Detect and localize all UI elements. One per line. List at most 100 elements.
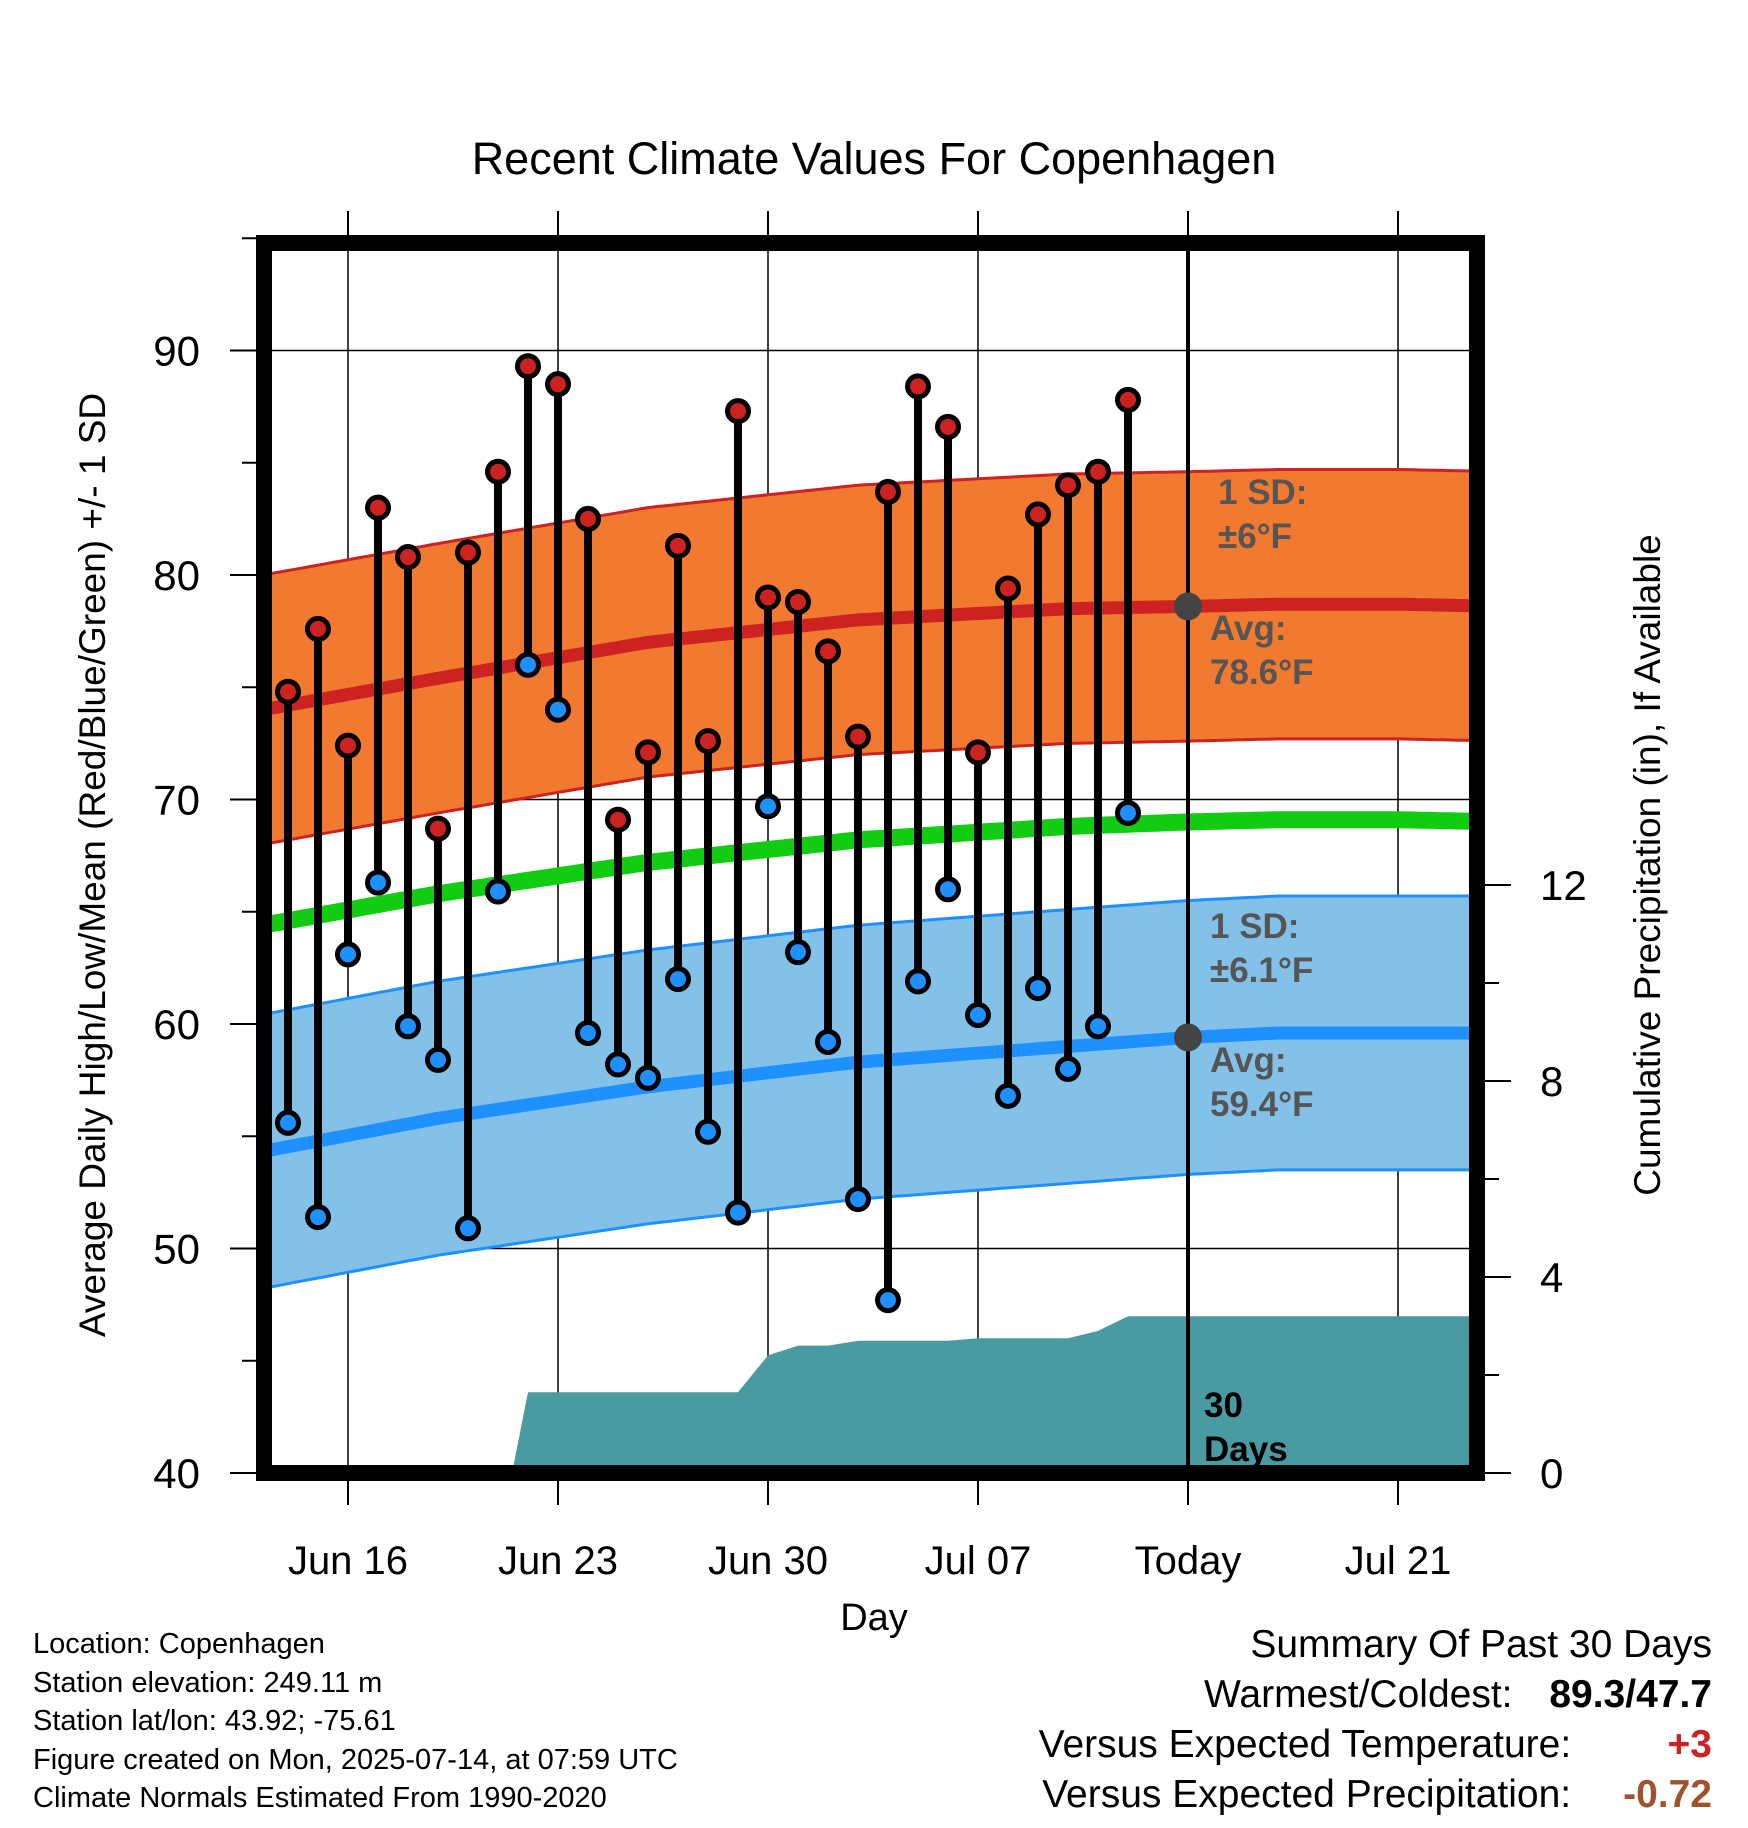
daily-low-point: [665, 966, 691, 993]
summary-heading: Summary Of Past 30 Days: [1250, 1623, 1712, 1666]
y-axis-right: 0 4 8 12: [1485, 862, 1587, 1497]
daily-high-point: [305, 615, 331, 642]
x-tick-label: Jun 30: [708, 1539, 828, 1583]
warmest-value: 89.3/47.7: [1549, 1673, 1712, 1716]
daily-low-point: [995, 1082, 1021, 1109]
grid-lines: [264, 243, 1477, 1473]
low-avg-value: 59.4°F: [1210, 1085, 1314, 1124]
daily-low-point: [1055, 1055, 1081, 1082]
temp-value: +3: [1667, 1723, 1712, 1766]
station-info: Location: Copenhagen Station elevation: …: [33, 1625, 678, 1818]
daily-low-point: [395, 1013, 421, 1040]
daily-high-point: [1055, 472, 1081, 499]
plot-content: 1 SD: ±6°F Avg: 78.6°F 1 SD: ±6.1°F Avg: 59.4°F…: [264, 243, 1477, 1473]
daily-high-point: [335, 732, 361, 759]
latlon-text: Station lat/lon: 43.92; -75.61: [33, 1705, 396, 1737]
daily-low-point: [965, 1002, 991, 1029]
precip-area: [264, 1316, 1477, 1473]
summary-temp-row: Versus Expected Temperature: +3: [1039, 1720, 1712, 1770]
location-text: Location: Copenhagen: [33, 1628, 325, 1660]
chart-title: Recent Climate Values For Copenhagen: [472, 133, 1277, 184]
daily-low-point: [1085, 1013, 1111, 1040]
daily-low-point: [725, 1199, 751, 1226]
daily-high-point: [365, 494, 391, 521]
y-right-tick-label: 4: [1540, 1254, 1563, 1301]
created-text: Figure created on Mon, 2025-07-14, at 07…: [33, 1743, 678, 1776]
y-right-tick-label: 8: [1540, 1058, 1563, 1105]
daily-low-point: [635, 1064, 661, 1091]
daily-low-point: [275, 1109, 301, 1136]
y-left-tick-label: 50: [153, 1226, 200, 1273]
daily-high-point: [995, 575, 1021, 602]
daily-high-point: [815, 638, 841, 665]
daily-low-point: [485, 878, 511, 905]
x-axis: Jun 16 Jun 23 Jun 30 Jul 07 Today Jul 21: [288, 211, 1451, 1583]
daily-low-point: [335, 941, 361, 968]
high-sd-label: 1 SD:: [1218, 473, 1307, 512]
low-avg-label: Avg:: [1210, 1041, 1286, 1080]
daily-high-point: [665, 532, 691, 559]
daily-low-point: [845, 1186, 871, 1213]
daily-high-point: [695, 728, 721, 755]
daily-low-point: [785, 939, 811, 966]
normals-text: Climate Normals Estimated From 1990-2020: [33, 1782, 607, 1814]
today-high-avg-marker: [1174, 592, 1202, 621]
daily-high-point: [395, 544, 421, 571]
y-left-tick-label: 80: [153, 552, 200, 599]
x-tick-label: Jun 23: [498, 1539, 618, 1583]
plot-frame: [256, 235, 1485, 1481]
daily-low-point: [755, 793, 781, 820]
low-sd-label: 1 SD:: [1210, 907, 1299, 946]
daily-high-point: [455, 539, 481, 566]
high-sd-value: ±6°F: [1218, 517, 1292, 556]
daily-low-point: [605, 1051, 631, 1078]
x-axis-title-group: Day: [840, 1597, 908, 1639]
high-avg-value: 78.6°F: [1210, 653, 1314, 692]
y-axis-title-right: Cumulative Precipitation (in), If Availa…: [1627, 534, 1668, 1196]
y-left-tick-label: 70: [153, 777, 200, 824]
low-sd-value: ±6.1°F: [1210, 951, 1313, 990]
x-tick-label: Today: [1135, 1539, 1242, 1583]
y-left-tick-label: 90: [153, 328, 200, 375]
daily-high-point: [1085, 458, 1111, 485]
daily-high-point: [1025, 501, 1051, 528]
daily-high-point: [1115, 386, 1141, 413]
daily-high-point: [515, 353, 541, 380]
daily-high-point: [545, 371, 571, 398]
x-tick-label: Jul 07: [925, 1539, 1032, 1583]
daily-low-point: [935, 876, 961, 903]
daily-high-point: [605, 806, 631, 833]
today-low-avg-marker: [1174, 1023, 1202, 1052]
daily-low-point: [815, 1028, 841, 1055]
x-axis-title: Day: [840, 1597, 908, 1639]
y-right-tick-label: 0: [1540, 1450, 1563, 1497]
plot-area: 1 SD: ±6°F Avg: 78.6°F 1 SD: ±6.1°F Avg: 59.4°F…: [153, 211, 1587, 1583]
daily-high-point: [425, 815, 451, 842]
y-left-tick-label: 40: [153, 1450, 200, 1497]
daily-low-point: [905, 968, 931, 995]
daily-high-point: [935, 413, 961, 440]
high-avg-label: Avg:: [1210, 609, 1286, 648]
daily-low-point: [305, 1204, 331, 1231]
precip-label: Versus Expected Precipitation:: [1042, 1773, 1572, 1816]
daily-bars: [264, 353, 1141, 1314]
y-axis-title-left: Average Daily High/Low/Mean (Red/Blue/Gr…: [72, 393, 113, 1337]
temp-label: Versus Expected Temperature:: [1038, 1723, 1572, 1766]
daily-high-point: [785, 588, 811, 615]
daily-low-point: [455, 1215, 481, 1242]
daily-low-point: [575, 1019, 601, 1046]
daily-low-point: [545, 696, 571, 723]
daily-high-point: [275, 678, 301, 705]
daily-low-point: [425, 1046, 451, 1073]
warmest-label: Warmest/Coldest:: [1204, 1673, 1513, 1716]
daily-low-point: [515, 651, 541, 678]
days-word-label: Days: [1204, 1430, 1288, 1469]
high-sd-band: [265, 469, 1473, 844]
summary-warmest-row: Warmest/Coldest: 89.3/47.7: [1039, 1670, 1712, 1720]
daily-high-point: [575, 505, 601, 532]
daily-high-point: [725, 398, 751, 425]
y-left-tick-label: 60: [153, 1001, 200, 1048]
daily-high-point: [905, 373, 931, 400]
daily-high-point: [965, 739, 991, 766]
